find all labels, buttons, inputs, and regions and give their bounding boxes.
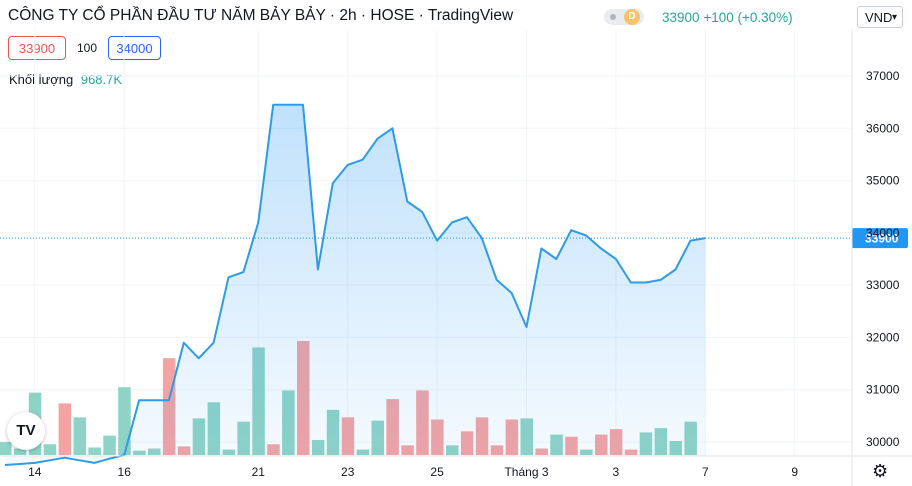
x-tick-label: 25: [430, 465, 444, 479]
gear-icon[interactable]: ⚙: [872, 461, 889, 481]
separator-dot: ·: [418, 7, 428, 24]
last-price-value: 33900: [662, 10, 700, 25]
interval-label[interactable]: 2h: [339, 7, 357, 24]
last-price-label-bg: [852, 228, 908, 249]
volume-bar: [73, 417, 86, 455]
delayed-data-icon: D: [624, 9, 640, 25]
y-tick-label: 31000: [866, 383, 900, 397]
symbol-name: CÔNG TY CỔ PHẦN ĐẦU TƯ NĂM BẢY BẢY: [8, 7, 326, 24]
price-axis[interactable]: 30000 31000 32000 33000 34000 35000 36000 37000: [851, 30, 900, 486]
x-tick-label: 3: [613, 465, 620, 479]
buy-button[interactable]: 34000: [108, 36, 161, 60]
x-tick-label: 16: [118, 465, 132, 479]
y-tick-label: 35000: [866, 174, 900, 188]
x-tick-label: 21: [252, 465, 266, 479]
price-change-value: +100 (+0.30%): [703, 10, 793, 25]
volume-bar: [13, 448, 27, 455]
chart-header: CÔNG TY CỔ PHẦN ĐẦU TƯ NĂM BẢY BẢY · 2h …: [8, 7, 912, 29]
currency-value: VND: [865, 10, 893, 25]
tradingview-logo-icon[interactable]: TV: [7, 412, 45, 450]
y-tick-label: 36000: [866, 121, 900, 135]
volume-bar: [118, 387, 131, 455]
y-tick-label: 37000: [866, 69, 900, 83]
x-tick-label: Tháng 3: [504, 465, 548, 479]
last-price-line: 33900: [0, 228, 908, 249]
market-status-icon: [610, 14, 616, 20]
y-tick-label: 34000: [866, 226, 900, 240]
exchange-label: HOSE: [370, 7, 415, 24]
chevron-down-icon: ▾: [891, 12, 897, 23]
spread-value: 100: [74, 36, 100, 60]
y-tick-label: 32000: [866, 330, 900, 344]
y-tick-label: 33000: [866, 278, 900, 292]
market-status-badge[interactable]: D: [604, 9, 644, 25]
last-price-label: 33900: [865, 232, 899, 246]
volume-bar: [103, 435, 116, 455]
volume-bar: [88, 447, 101, 455]
x-tick-label: 9: [791, 465, 798, 479]
volume-bar: [58, 403, 72, 455]
sell-button[interactable]: 33900: [8, 36, 66, 60]
separator-dot: ·: [329, 7, 340, 24]
x-tick-label: 23: [341, 465, 355, 479]
volume-bar: [43, 444, 57, 455]
x-tick-label: 14: [28, 465, 42, 479]
price-area-fill: [5, 104, 706, 466]
currency-select[interactable]: VND ▾: [857, 6, 903, 28]
time-axis[interactable]: 14 16 21 23 25 Tháng 3 3 7 9: [0, 455, 912, 479]
x-tick-label: 7: [702, 465, 709, 479]
separator-dot: ·: [360, 7, 371, 24]
y-tick-label: 30000: [866, 435, 900, 449]
volume-bar: [0, 442, 12, 455]
source-label: TradingView: [427, 7, 514, 24]
last-price-readout: 33900 +100 (+0.30%): [662, 10, 793, 25]
